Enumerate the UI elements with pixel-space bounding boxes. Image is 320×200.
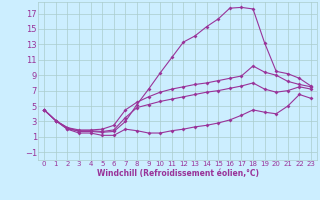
X-axis label: Windchill (Refroidissement éolien,°C): Windchill (Refroidissement éolien,°C) [97,169,259,178]
